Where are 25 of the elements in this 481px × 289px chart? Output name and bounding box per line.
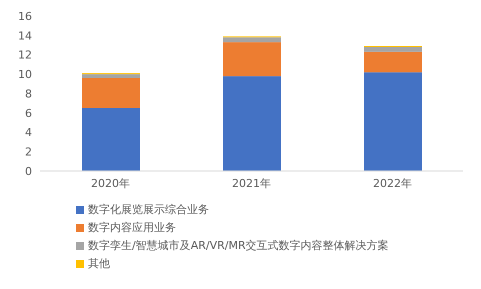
y-tick-label: 14 xyxy=(18,29,32,42)
bar xyxy=(82,74,140,78)
legend-label: 数字内容应用业务 xyxy=(88,220,176,236)
y-tick-label: 10 xyxy=(18,68,32,82)
y-tick-label: 12 xyxy=(18,48,32,62)
x-tick-label: 2020年 xyxy=(91,176,130,190)
bar xyxy=(82,78,140,108)
y-tick-label: 0 xyxy=(25,164,32,178)
x-tick-label: 2021年 xyxy=(232,176,271,190)
legend-label: 数字孪生/智慧城市及AR/VR/MR交互式数字内容整体解决方案 xyxy=(88,238,389,254)
legend-label: 其他 xyxy=(88,256,110,272)
x-tick-label: 2022年 xyxy=(373,176,412,190)
bar xyxy=(223,42,281,76)
bar xyxy=(82,108,140,171)
bar xyxy=(364,47,422,52)
legend-label: 数字化展览展示综合业务 xyxy=(88,202,209,218)
y-tick-label: 16 xyxy=(18,10,32,23)
y-tick-label: 6 xyxy=(25,106,32,120)
y-tick-label: 8 xyxy=(25,87,32,100)
bar xyxy=(364,52,422,72)
bar xyxy=(223,37,281,42)
bar xyxy=(223,76,281,171)
bar xyxy=(364,72,422,171)
y-tick-label: 4 xyxy=(25,126,32,140)
y-tick-label: 2 xyxy=(25,146,32,159)
